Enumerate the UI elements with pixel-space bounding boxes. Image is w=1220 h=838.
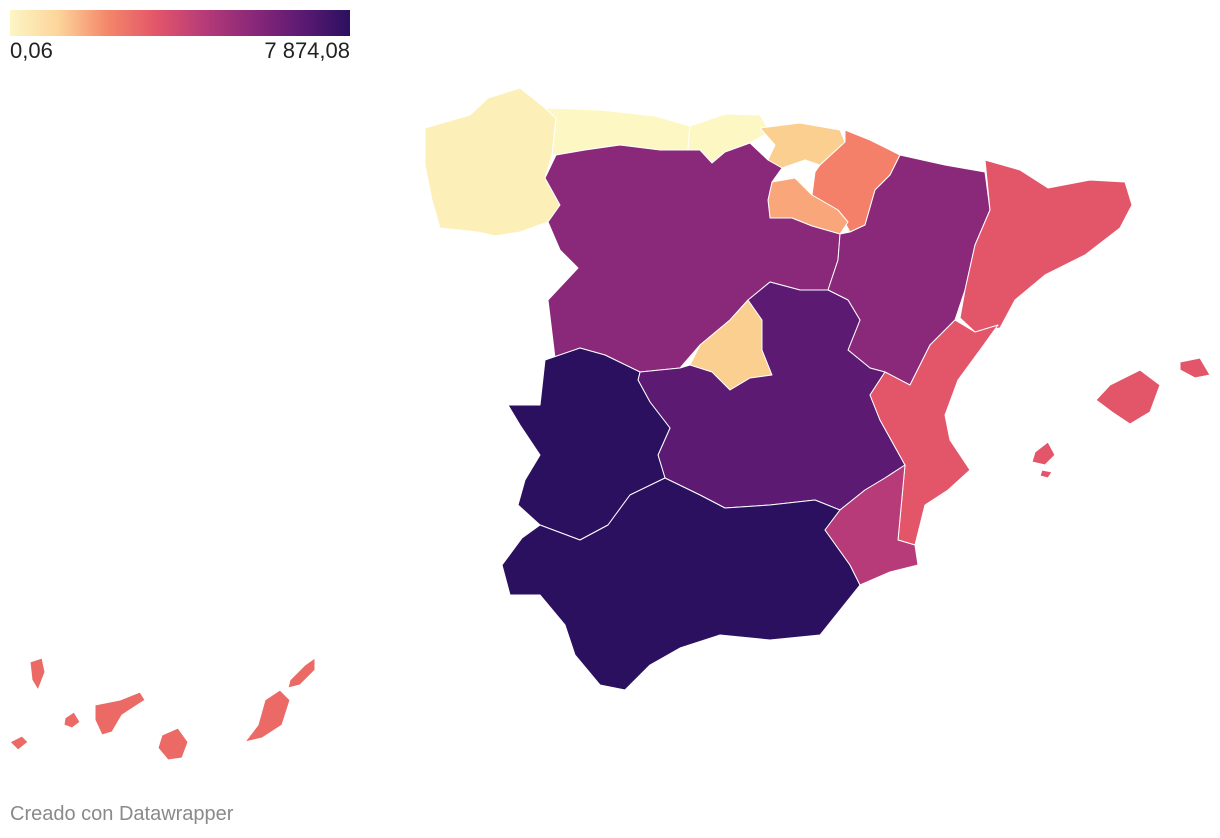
legend-gradient-bar bbox=[10, 10, 350, 36]
region-canarias-fuerteventura[interactable] bbox=[244, 689, 291, 743]
region-baleares-formentera[interactable] bbox=[1039, 469, 1053, 479]
legend-min-label: 0,06 bbox=[10, 38, 53, 63]
region-canarias-gran-canaria[interactable] bbox=[157, 727, 189, 761]
credit-text: Creado con Datawrapper bbox=[10, 803, 234, 825]
region-andalucia[interactable] bbox=[501, 477, 861, 691]
region-canarias-lanzarote[interactable] bbox=[287, 657, 316, 689]
region-canarias-la-palma[interactable] bbox=[29, 657, 46, 691]
region-baleares-ibiza[interactable] bbox=[1031, 441, 1056, 466]
region-canarias-tenerife[interactable] bbox=[94, 691, 146, 736]
region-baleares-menorca[interactable] bbox=[1179, 357, 1211, 379]
region-galicia[interactable] bbox=[424, 87, 561, 237]
region-cataluna[interactable] bbox=[959, 159, 1133, 333]
region-canarias-la-gomera[interactable] bbox=[63, 711, 81, 729]
region-valencia[interactable] bbox=[869, 319, 999, 546]
region-baleares-mallorca[interactable] bbox=[1095, 369, 1161, 425]
color-legend: 0,06 7 874,08 bbox=[10, 10, 350, 64]
region-pais-vasco[interactable] bbox=[759, 122, 846, 169]
region-canarias-el-hierro[interactable] bbox=[9, 735, 29, 751]
region-murcia[interactable] bbox=[824, 464, 919, 586]
legend-max-label: 7 874,08 bbox=[264, 38, 350, 63]
